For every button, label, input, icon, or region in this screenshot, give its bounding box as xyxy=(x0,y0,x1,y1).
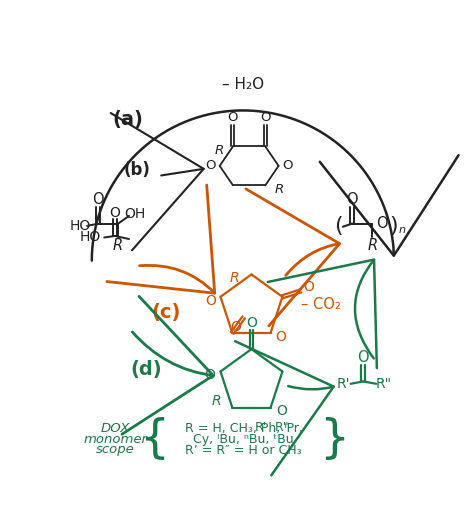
Text: R: R xyxy=(212,394,222,409)
Text: O: O xyxy=(109,206,120,220)
Text: DOX: DOX xyxy=(100,422,130,435)
Text: R: R xyxy=(113,238,123,253)
Text: HO: HO xyxy=(80,231,101,245)
Text: ): ) xyxy=(390,216,398,236)
Text: OH: OH xyxy=(124,207,145,221)
Text: R’ = R″ = H or CH₃: R’ = R″ = H or CH₃ xyxy=(185,443,302,457)
Text: O: O xyxy=(276,404,287,418)
Text: scope: scope xyxy=(96,443,135,457)
Text: (d): (d) xyxy=(130,360,162,379)
Text: n: n xyxy=(398,225,405,235)
Text: (a): (a) xyxy=(112,110,143,129)
Text: O: O xyxy=(205,294,216,308)
Text: O: O xyxy=(92,192,104,207)
Text: O: O xyxy=(283,159,293,172)
Text: O: O xyxy=(246,316,257,330)
Text: O: O xyxy=(357,350,369,365)
Text: O: O xyxy=(376,216,387,231)
Text: R": R" xyxy=(376,377,392,391)
Text: R: R xyxy=(274,183,284,196)
Text: (: ( xyxy=(334,216,343,236)
Text: – H₂O: – H₂O xyxy=(222,77,264,92)
Text: R: R xyxy=(367,238,377,253)
Text: R: R xyxy=(214,144,224,157)
Text: O: O xyxy=(260,111,271,124)
Text: R': R' xyxy=(255,421,267,434)
Text: monomer: monomer xyxy=(83,433,147,446)
Text: O: O xyxy=(275,330,286,344)
Text: Cy, ⁱBu, ⁿBu, ᵗBu: Cy, ⁱBu, ⁿBu, ᵗBu xyxy=(193,433,294,446)
Text: O: O xyxy=(205,159,216,172)
Text: O: O xyxy=(346,192,358,207)
Text: (c): (c) xyxy=(152,303,181,321)
Text: (b): (b) xyxy=(123,160,150,179)
Text: O: O xyxy=(230,319,241,334)
Text: R": R" xyxy=(274,421,289,434)
Text: HO: HO xyxy=(70,219,91,233)
Text: – CO₂: – CO₂ xyxy=(301,297,341,312)
Text: O: O xyxy=(303,280,314,294)
Text: R: R xyxy=(229,271,239,285)
Text: }: } xyxy=(319,417,349,462)
Text: R = H, CH₃, Ph, ⁱPr,: R = H, CH₃, Ph, ⁱPr, xyxy=(185,422,302,435)
Text: R': R' xyxy=(337,377,350,391)
Text: O: O xyxy=(204,367,215,381)
Text: {: { xyxy=(139,417,169,462)
Text: O: O xyxy=(228,111,238,124)
